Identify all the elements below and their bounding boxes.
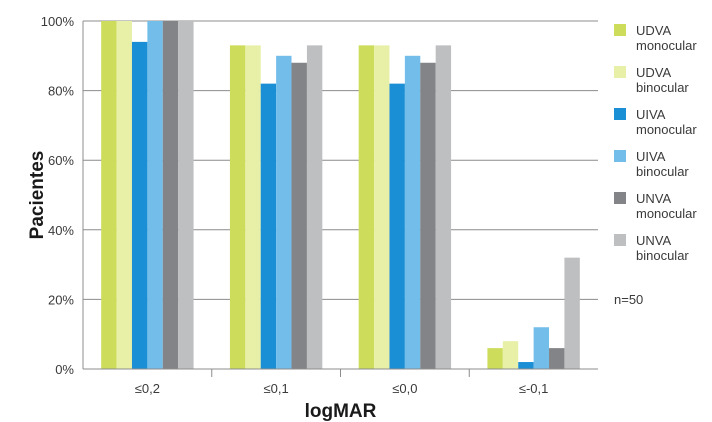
bar bbox=[533, 327, 550, 369]
legend-label: monocular bbox=[636, 122, 697, 137]
legend-swatch bbox=[614, 24, 626, 36]
x-tick-label: ≤-0,1 bbox=[519, 381, 549, 396]
bar bbox=[178, 21, 194, 369]
legend-swatch bbox=[614, 234, 626, 246]
bar bbox=[374, 45, 390, 370]
y-tick-label: 60% bbox=[48, 153, 74, 168]
legend-label: UNVA bbox=[636, 191, 671, 206]
legend-label: UNVA bbox=[636, 233, 671, 248]
legend-swatch bbox=[614, 108, 626, 120]
sample-size-annotation: n=50 bbox=[614, 292, 643, 307]
legend-label: UIVA bbox=[636, 149, 666, 164]
legend-label: monocular bbox=[636, 206, 697, 221]
x-tick-label: ≤0,1 bbox=[264, 381, 289, 396]
legend-label: UDVA bbox=[636, 65, 671, 80]
bar bbox=[291, 62, 307, 369]
legend-label: binocular bbox=[636, 248, 689, 263]
bar bbox=[306, 45, 323, 370]
x-tick-label: ≤0,0 bbox=[392, 381, 417, 396]
bar bbox=[358, 45, 375, 370]
x-axis-label: logMAR bbox=[305, 401, 377, 422]
bar bbox=[549, 348, 565, 369]
axes bbox=[82, 21, 598, 377]
y-tick-label: 80% bbox=[48, 84, 74, 99]
bar bbox=[162, 21, 179, 369]
y-tick-label: 100% bbox=[41, 14, 75, 29]
legend-label: UIVA bbox=[636, 107, 666, 122]
legend-label: monocular bbox=[636, 38, 697, 53]
legend-swatch bbox=[614, 150, 626, 162]
y-tick-label: 20% bbox=[48, 292, 74, 307]
bar bbox=[260, 83, 277, 369]
bars bbox=[101, 21, 580, 370]
legend-label: binocular bbox=[636, 80, 689, 95]
bar bbox=[131, 41, 148, 369]
y-tick-labels: 0% 20% 40% 60% 80% 100% bbox=[41, 14, 75, 377]
bar bbox=[245, 45, 261, 370]
legend-swatch bbox=[614, 66, 626, 78]
y-tick-label: 40% bbox=[48, 223, 74, 238]
x-tick-labels: ≤0,2 ≤0,1 ≤0,0 ≤-0,1 bbox=[135, 381, 549, 396]
legend-label: binocular bbox=[636, 164, 689, 179]
y-tick-label: 0% bbox=[55, 362, 74, 377]
bar bbox=[404, 55, 421, 370]
bar bbox=[276, 55, 292, 370]
bar bbox=[116, 21, 132, 369]
legend-label: UDVA bbox=[636, 23, 671, 38]
bar bbox=[487, 348, 503, 369]
bar bbox=[564, 257, 580, 369]
bar bbox=[101, 21, 117, 369]
bar bbox=[389, 83, 405, 369]
legend-swatch bbox=[614, 192, 626, 204]
bar bbox=[229, 45, 246, 370]
x-tick-label: ≤0,2 bbox=[135, 381, 160, 396]
bar bbox=[502, 341, 519, 369]
bar bbox=[147, 21, 163, 369]
bar bbox=[518, 362, 534, 369]
legend: UDVAmonocularUDVAbinocularUIVAmonocularU… bbox=[614, 23, 697, 263]
y-axis-label: Pacientes bbox=[27, 151, 48, 240]
bar bbox=[435, 45, 452, 370]
bar bbox=[420, 62, 436, 369]
